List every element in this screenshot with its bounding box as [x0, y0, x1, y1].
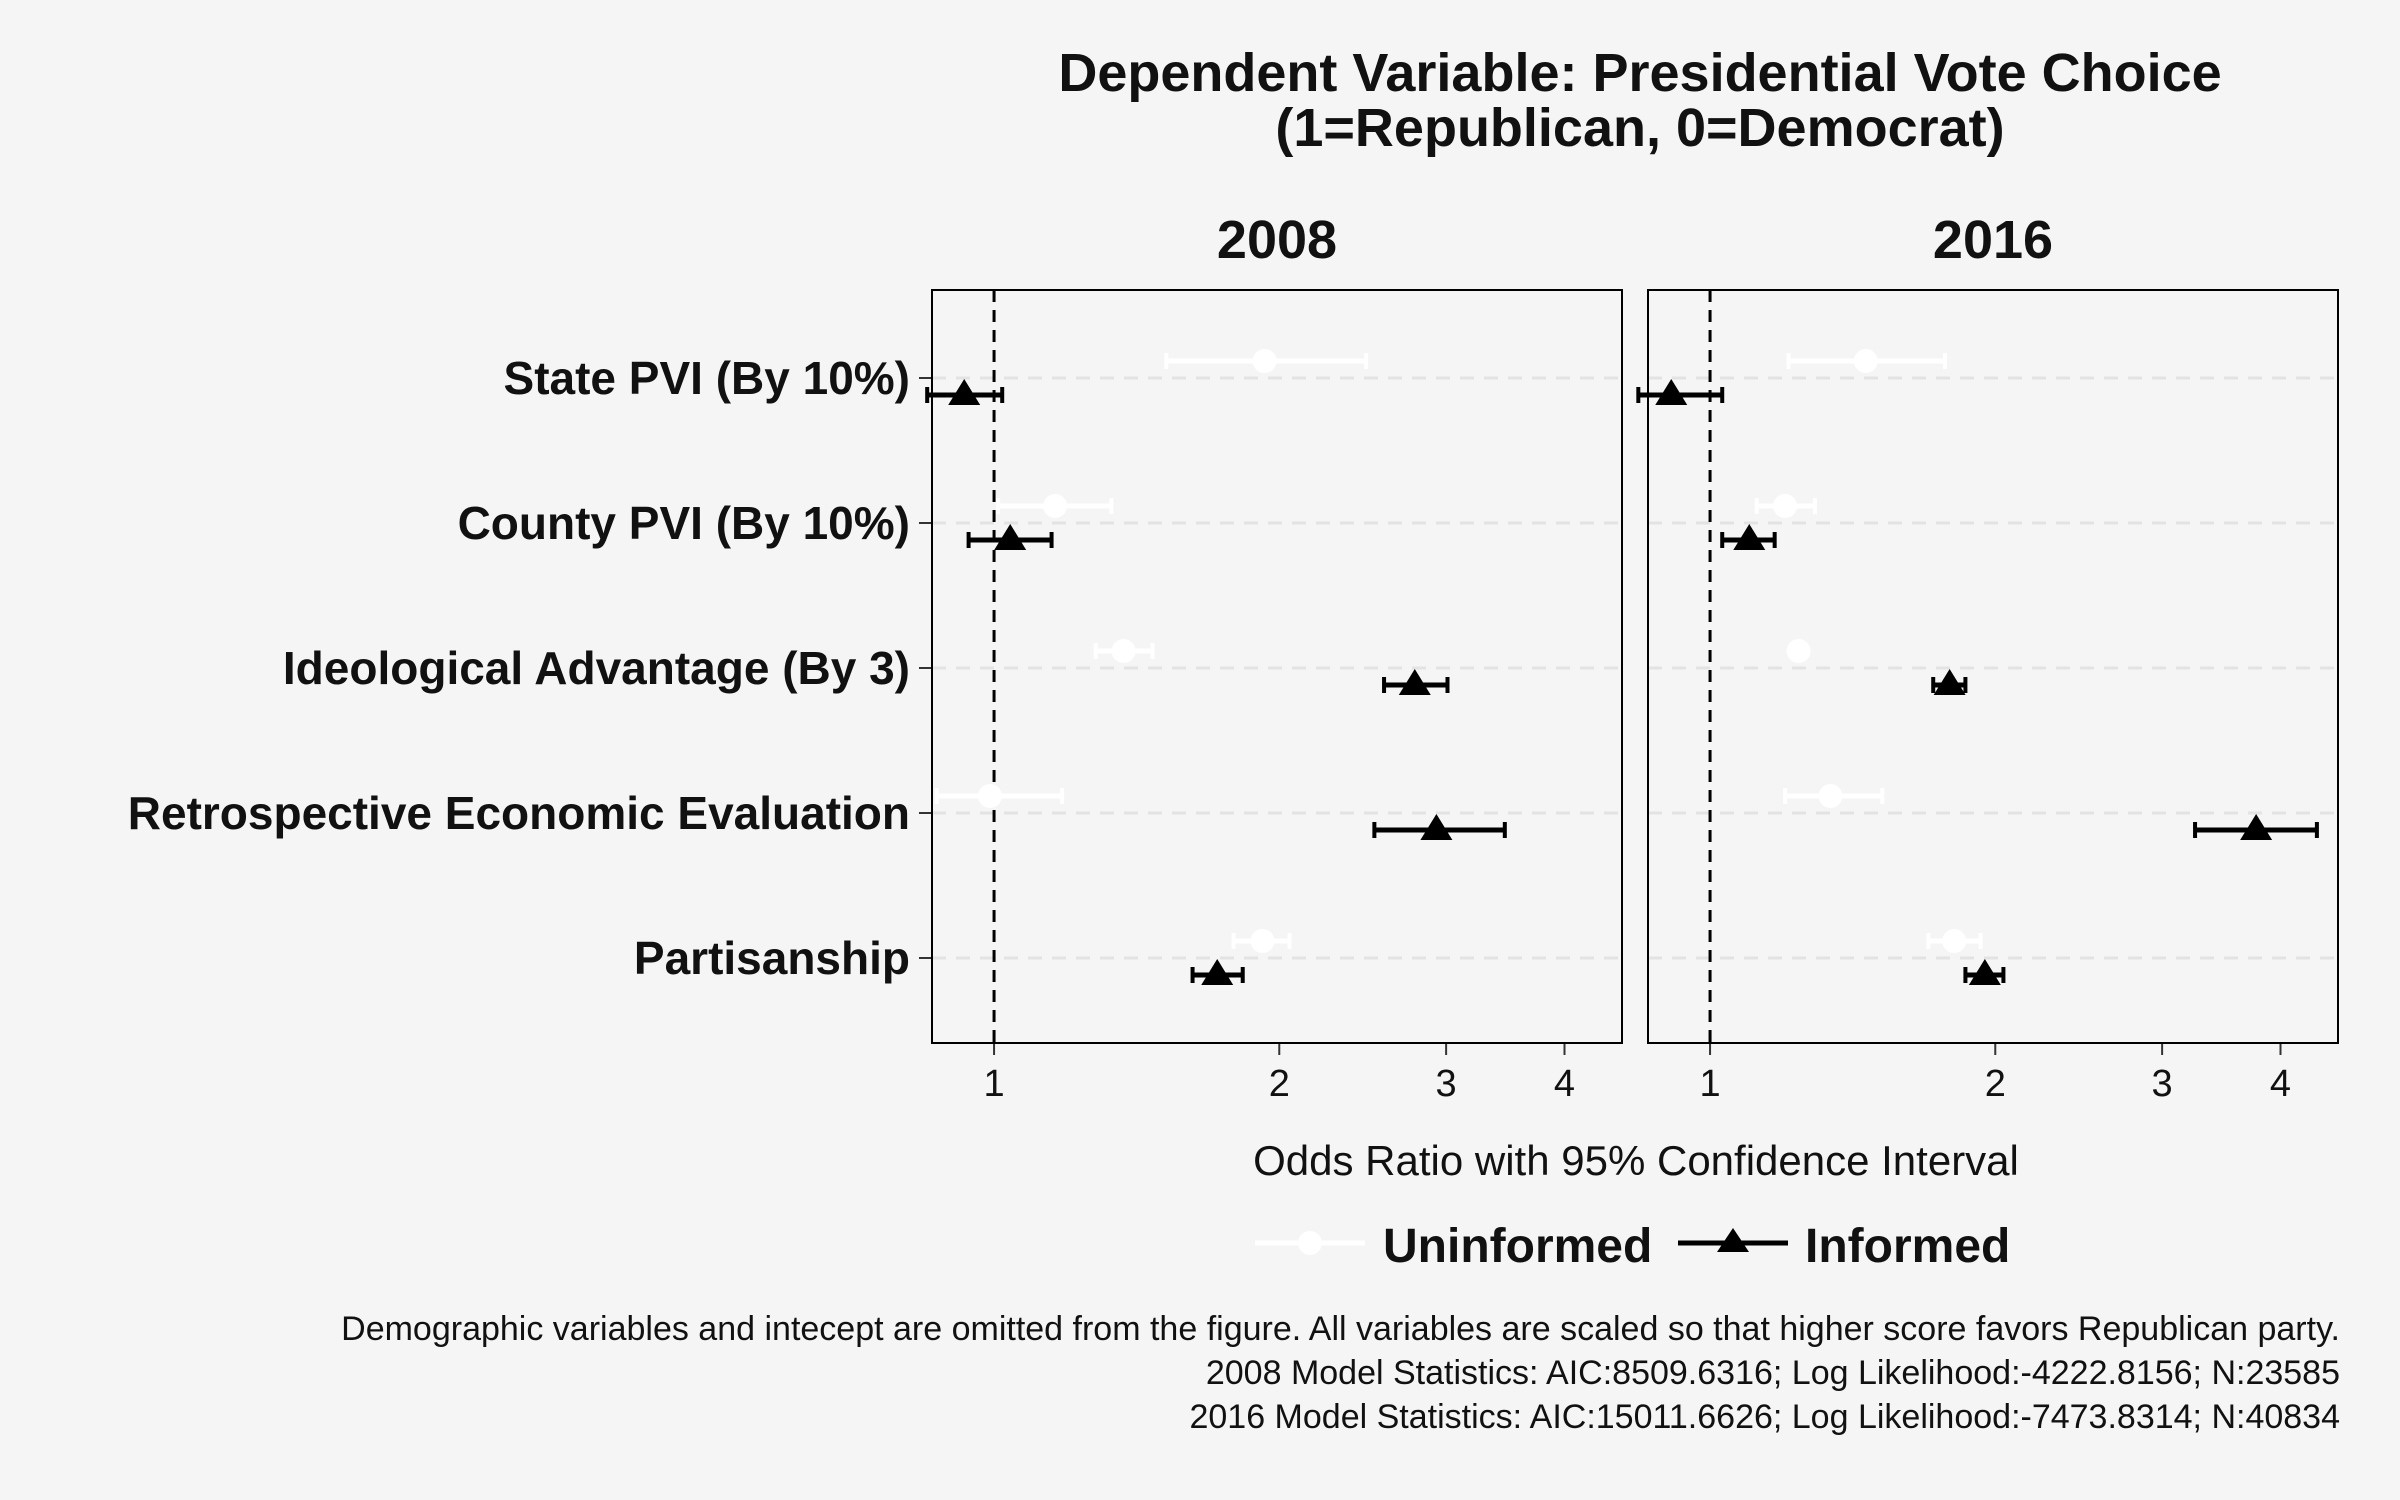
x-tick-label-2008-4: 4: [1554, 1063, 1575, 1105]
point-2008-informed-partisanship: [1201, 959, 1234, 985]
point-2016-uninformed-retrospective-economic-evaluation: [1818, 784, 1843, 808]
x-tick-label-2008-2: 2: [1269, 1063, 1290, 1105]
point-2016-informed-state-pvi-by-10: [1655, 379, 1688, 405]
point-2008-uninformed-ideological-advantage-by-3: [1111, 639, 1136, 663]
x-tick-label-2016-3: 3: [2152, 1063, 2173, 1105]
point-2008-uninformed-partisanship: [1250, 929, 1275, 953]
point-2016-informed-partisanship: [1968, 959, 2001, 985]
point-2016-uninformed-ideological-advantage-by-3: [1786, 639, 1811, 663]
chart-title-line-2: (1=Republican, 0=Democrat): [1275, 98, 2004, 158]
footnote-line-1: Demographic variables and intecept are o…: [341, 1310, 2340, 1348]
point-2008-uninformed-county-pvi-by-10: [1043, 494, 1068, 518]
category-label-county-pvi-by-10: County PVI (By 10%): [458, 497, 910, 549]
point-2008-uninformed-retrospective-economic-evaluation: [977, 784, 1002, 808]
point-2016-informed-ideological-advantage-by-3: [1933, 669, 1966, 695]
point-2016-informed-retrospective-economic-evaluation: [2240, 814, 2273, 840]
point-2008-informed-county-pvi-by-10: [994, 524, 1027, 550]
panel-title-2008: 2008: [1217, 210, 1337, 270]
footnote-line-3: 2016 Model Statistics: AIC:15011.6626; L…: [1189, 1398, 2340, 1436]
legend-uninformed-label: Uninformed: [1383, 1220, 1652, 1273]
point-2008-informed-ideological-advantage-by-3: [1398, 669, 1431, 695]
panel-title-2016: 2016: [1933, 210, 2053, 270]
chart-title-line-1: Dependent Variable: Presidential Vote Ch…: [1058, 43, 2221, 103]
point-2016-uninformed-county-pvi-by-10: [1773, 494, 1798, 518]
x-tick-label-2008-1: 1: [983, 1063, 1004, 1105]
legend-informed-label: Informed: [1805, 1220, 2010, 1273]
category-label-partisanship: Partisanship: [634, 932, 910, 984]
x-tick-label-2016-4: 4: [2270, 1063, 2291, 1105]
category-label-retrospective-economic-evaluation: Retrospective Economic Evaluation: [128, 787, 910, 839]
point-2008-uninformed-state-pvi-by-10: [1252, 349, 1277, 373]
panel-frame-2016: [1647, 289, 2339, 1044]
x-axis-label: Odds Ratio with 95% Confidence Interval: [1253, 1137, 2019, 1184]
point-2016-uninformed-state-pvi-by-10: [1853, 349, 1878, 373]
point-2008-informed-state-pvi-by-10: [948, 379, 981, 405]
legend-informed-marker: [1717, 1228, 1749, 1252]
category-label-ideological-advantage-by-3: Ideological Advantage (By 3): [283, 642, 910, 694]
x-tick-label-2016-2: 2: [1985, 1063, 2006, 1105]
x-tick-label-2008-3: 3: [1436, 1063, 1457, 1105]
legend: Uninformed Informed: [1255, 1220, 2010, 1273]
x-tick-label-2016-1: 1: [1699, 1063, 1720, 1105]
point-2008-informed-retrospective-economic-evaluation: [1420, 814, 1453, 840]
legend-uninformed-marker: [1298, 1231, 1322, 1255]
panel-frame-2008: [931, 289, 1623, 1044]
footnote-line-2: 2008 Model Statistics: AIC:8509.6316; Lo…: [1206, 1354, 2340, 1392]
chart-panels: State PVI (By 10%) County PVI (By 10%) Ide…: [128, 210, 2339, 1105]
point-2016-uninformed-partisanship: [1942, 929, 1967, 953]
point-2016-informed-county-pvi-by-10: [1733, 524, 1766, 550]
category-label-state-pvi-by-10: State PVI (By 10%): [504, 352, 910, 404]
